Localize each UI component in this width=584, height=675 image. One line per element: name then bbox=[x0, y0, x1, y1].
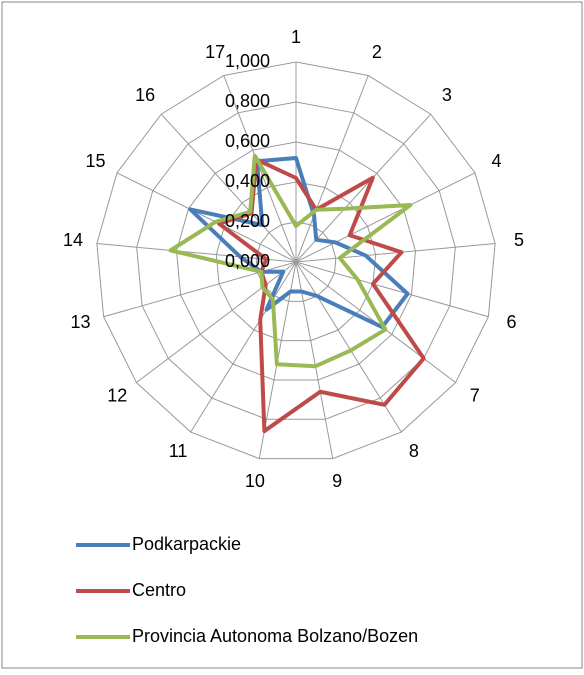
axis-label: 12 bbox=[107, 386, 127, 406]
axis-label: 14 bbox=[63, 230, 83, 250]
spoke bbox=[160, 113, 297, 263]
r-tick-label: 0,200 bbox=[225, 211, 270, 231]
r-tick-label: 0,800 bbox=[225, 91, 270, 111]
axis-label: 6 bbox=[506, 312, 516, 332]
spoke bbox=[295, 113, 432, 263]
spoke bbox=[223, 75, 297, 263]
spoke bbox=[295, 261, 489, 318]
axis-label: 17 bbox=[205, 42, 225, 62]
axis-label: 11 bbox=[169, 441, 188, 461]
spoke bbox=[136, 261, 297, 383]
r-tick-label: 0,000 bbox=[225, 251, 270, 271]
axis-label: 10 bbox=[245, 471, 265, 491]
spoke bbox=[116, 172, 297, 263]
axis-label: 16 bbox=[135, 85, 155, 105]
axis-label: 13 bbox=[71, 312, 91, 332]
axis-label: 2 bbox=[372, 42, 382, 62]
series-line bbox=[188, 156, 410, 330]
axis-label: 5 bbox=[514, 230, 524, 250]
axis-label: 3 bbox=[442, 85, 452, 105]
axis-label: 1 bbox=[291, 27, 301, 47]
legend-label: Centro bbox=[132, 580, 186, 600]
spoke bbox=[295, 243, 496, 263]
spoke bbox=[295, 75, 369, 263]
series-line bbox=[168, 153, 413, 369]
axis-label: 9 bbox=[332, 471, 342, 491]
grid-ring bbox=[136, 101, 456, 420]
series-line bbox=[217, 157, 426, 434]
axis-label: 8 bbox=[409, 441, 419, 461]
axis-label: 15 bbox=[85, 151, 105, 171]
grid-ring bbox=[96, 61, 496, 460]
spoke bbox=[295, 172, 476, 263]
axis-label: 4 bbox=[492, 151, 502, 171]
grid-ring bbox=[176, 141, 416, 381]
legend-label: Provincia Autonoma Bolzano/Bozen bbox=[132, 626, 418, 646]
r-tick-label: 0,400 bbox=[225, 171, 270, 191]
legend-label: Podkarpackie bbox=[132, 534, 241, 554]
r-tick-label: 1,000 bbox=[225, 51, 270, 71]
spoke bbox=[295, 261, 334, 459]
r-tick-label: 0,600 bbox=[225, 131, 270, 151]
spoke bbox=[190, 261, 297, 433]
axis-label: 7 bbox=[470, 386, 480, 406]
